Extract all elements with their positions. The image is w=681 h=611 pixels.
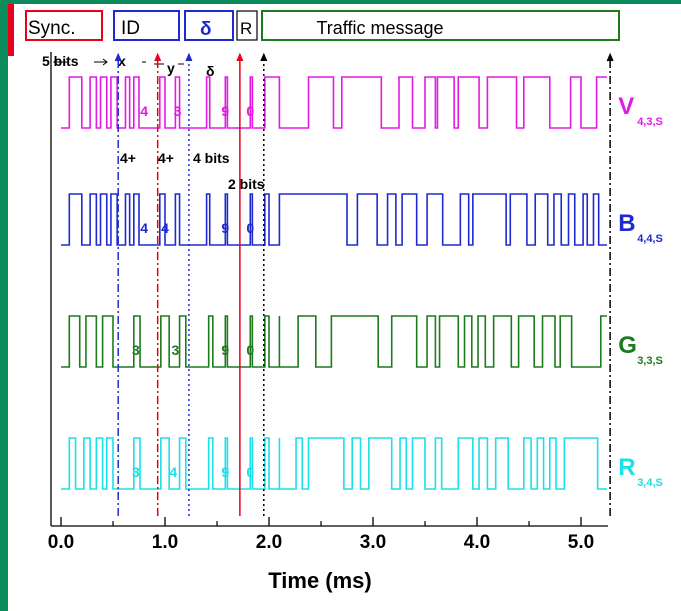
- series-labels: V4,3,S B4,4,S G3,3,S R3,4,S: [618, 93, 663, 489]
- time-marker-arrowhead-2: [185, 52, 193, 62]
- series-label-v: V: [618, 93, 634, 120]
- figure-frame: Sync. ID δ R Traffic message 5 bits x y …: [8, 4, 681, 611]
- time-marker-arrowhead-3: [236, 52, 244, 62]
- series-subscript-b: 4,4,S: [637, 233, 663, 245]
- signal-b-digit-0: 4: [140, 220, 148, 236]
- series-label-r: R: [618, 454, 635, 481]
- signal-r-digit-2: 9: [221, 464, 229, 480]
- x-tick-label-1: 1.0: [152, 532, 178, 553]
- x-tick-label-2: 2.0: [256, 532, 282, 553]
- x-axis-label: Time (ms): [268, 568, 372, 593]
- series-subscript-g: 3,3,S: [637, 355, 663, 367]
- frame-header: Sync. ID δ R Traffic message: [25, 10, 620, 41]
- signal-v-digit-0: 4: [140, 103, 148, 119]
- frame-field-message-label: Traffic message: [316, 18, 443, 38]
- section-label-x: x: [118, 53, 126, 69]
- signal-b-digit-1: 4: [161, 220, 169, 236]
- signal-traces: 4 3 9 04 4 9 03 3 9 03 4 9 0: [61, 76, 607, 490]
- signal-v-digit-3: 0: [246, 103, 254, 119]
- frame-field-delta-box: [184, 10, 234, 41]
- series-label-g: G: [618, 332, 637, 359]
- frame-field-sync-label: Sync.: [28, 18, 76, 39]
- bit-annotation-r: 2 bits: [228, 176, 265, 192]
- time-marker-arrowhead-5: [606, 52, 614, 62]
- time-markers: [114, 52, 614, 516]
- frame-field-id-label: ID: [121, 18, 140, 39]
- series-subscript-v: 4,3,S: [637, 116, 663, 128]
- sync-marker-bar: [8, 4, 14, 56]
- section-arrows: [53, 58, 184, 66]
- x-tick-label-3: 3.0: [360, 532, 386, 553]
- signal-g-trace: [61, 315, 607, 368]
- signal-r-digit-0: 3: [132, 464, 140, 480]
- frame-field-delta-label: δ: [200, 19, 212, 40]
- x-ticks: 0.0 1.0 2.0 3.0 4.0 5.0: [48, 517, 594, 553]
- bit-annotation-x: 4+: [120, 150, 136, 166]
- signal-g-digit-2: 9: [221, 342, 229, 358]
- signal-r-digit-1: 4: [169, 464, 177, 480]
- time-marker-arrowhead-1: [154, 52, 162, 62]
- bit-annotations: 4+ 4+ 4 bits 2 bits: [120, 150, 265, 192]
- signal-b-trace: [61, 193, 607, 246]
- signal-r-trace: [61, 437, 607, 490]
- bit-annotation-y: 4+: [158, 150, 174, 166]
- time-marker-arrowhead-0: [114, 52, 122, 62]
- signal-chart: Sync. ID δ R Traffic message 5 bits x y …: [25, 10, 663, 593]
- x-tick-label-5: 5.0: [568, 532, 594, 553]
- frame-field-r-label: R: [240, 19, 252, 38]
- bit-annotation-delta: 4 bits: [193, 150, 230, 166]
- section-label-y: y: [167, 60, 175, 76]
- series-label-b: B: [618, 210, 635, 237]
- series-subscript-r: 3,4,S: [637, 477, 663, 489]
- section-label-sync-bits: 5 bits: [42, 53, 79, 69]
- signal-g-digit-1: 3: [172, 342, 180, 358]
- signal-b-digit-3: 0: [246, 220, 254, 236]
- signal-g-digit-3: 0: [246, 342, 254, 358]
- x-axis: 0.0 1.0 2.0 3.0 4.0 5.0 Time (ms): [48, 52, 608, 593]
- frame-field-r-box: [236, 10, 258, 41]
- signal-g-digit-0: 3: [132, 342, 140, 358]
- x-tick-label-4: 4.0: [464, 532, 490, 553]
- signal-v-digit-1: 3: [174, 103, 182, 119]
- signal-r-digit-3: 0: [246, 464, 254, 480]
- frame-field-sync-box: [25, 10, 103, 41]
- signal-v-digit-2: 9: [221, 103, 229, 119]
- frame-field-id-box: [113, 10, 180, 41]
- frame-field-message-box: [261, 10, 620, 41]
- x-tick-label-0: 0.0: [48, 532, 74, 553]
- signal-v-trace: [61, 76, 607, 129]
- section-label-delta: δ: [206, 63, 215, 79]
- time-marker-arrowhead-4: [260, 52, 268, 62]
- signal-b-digit-2: 9: [221, 220, 229, 236]
